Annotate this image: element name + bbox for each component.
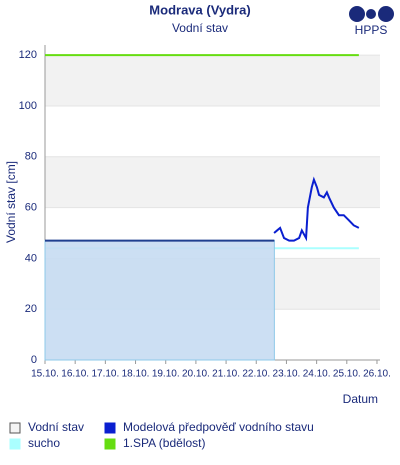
legend-swatch	[9, 438, 21, 450]
y-tick-label: 20	[25, 303, 37, 315]
logo-text: HPPS	[355, 23, 388, 37]
grid-band	[45, 55, 380, 106]
grid-band	[45, 156, 380, 208]
x-tick-label: 17.10.	[91, 369, 119, 380]
x-tick-label: 18.10.	[122, 369, 150, 380]
x-tick-label: 22.10.	[242, 369, 270, 380]
y-tick-label: 40	[25, 252, 37, 264]
series-area	[44, 240, 275, 361]
chart-title: Modrava (Vydra)	[149, 2, 250, 17]
series-line	[273, 176, 360, 242]
legend-label: sucho	[28, 436, 60, 450]
x-tick-label: 25.10.	[333, 369, 361, 380]
y-tick-label: 60	[25, 201, 37, 213]
y-tick-label: 0	[31, 354, 37, 366]
legend-label: 1.SPA (bdělost)	[123, 436, 206, 450]
y-tick-label: 80	[25, 151, 37, 163]
x-tick-label: 19.10.	[152, 369, 180, 380]
y-tick-label: 120	[19, 49, 37, 61]
legend-label: Vodní stav	[28, 420, 84, 434]
x-tick-label: 16.10.	[61, 369, 89, 380]
y-tick-label: 100	[19, 100, 37, 112]
x-tick-label: 26.10.	[363, 369, 391, 380]
legend-swatch	[104, 438, 116, 450]
chart-subtitle: Vodní stav	[172, 21, 228, 35]
legend-swatch	[104, 422, 116, 434]
x-tick-label: 23.10.	[273, 369, 301, 380]
x-tick-label: 15.10.	[31, 369, 59, 380]
logo: HPPS	[349, 6, 394, 37]
x-tick-label: 20.10.	[182, 369, 210, 380]
x-tick-label: 21.10.	[212, 369, 240, 380]
legend-swatch	[9, 422, 21, 434]
legend-label: Modelová předpověď vodního stavu	[123, 420, 314, 434]
y-axis-label: Vodní stav [cm]	[4, 161, 18, 243]
x-tick-label: 24.10.	[303, 369, 331, 380]
x-axis-label: Datum	[343, 392, 378, 406]
